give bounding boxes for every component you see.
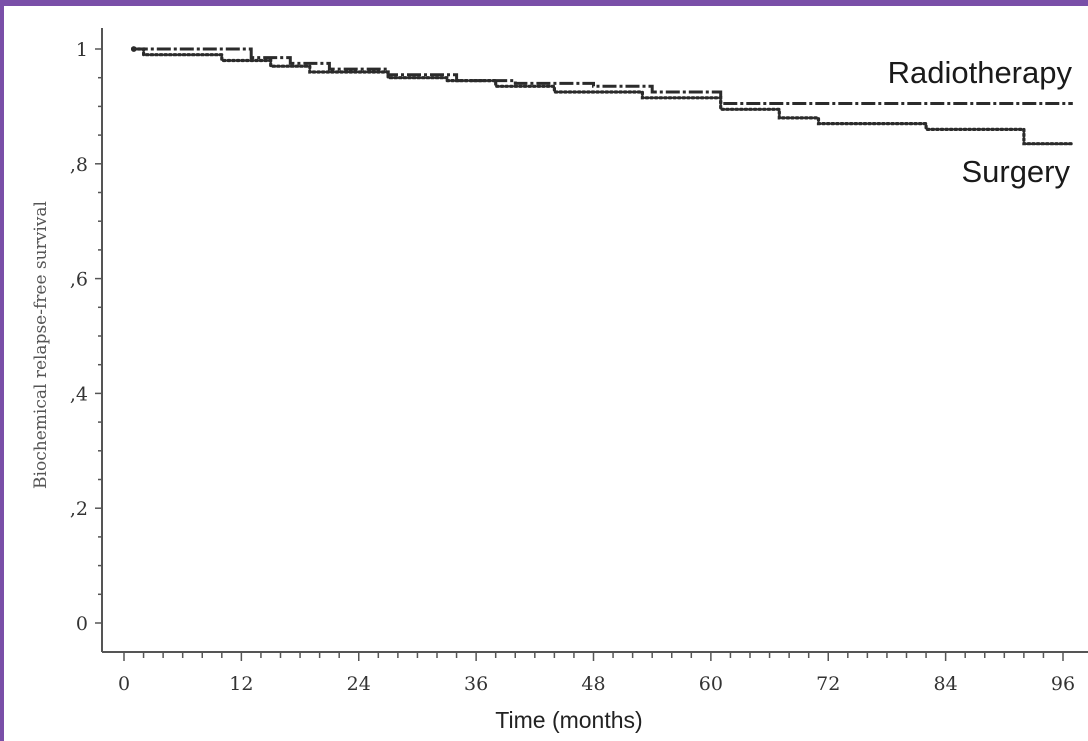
series-lines <box>130 46 1075 146</box>
y-axis-title: Biochemical relapse-free survival <box>31 201 51 489</box>
y-tick-label: 1 <box>76 39 88 61</box>
series-label-radiotherapy: Radiotherapy <box>888 55 1073 90</box>
x-tick-label: 24 <box>347 673 371 695</box>
y-tick-label: 0 <box>76 613 88 635</box>
series-line-surgery <box>132 47 1075 146</box>
series-start-point <box>130 46 137 52</box>
y-tick-label: ,8 <box>70 154 88 176</box>
y-tick-label: ,2 <box>70 498 88 520</box>
x-axis-title: Time (months) <box>495 707 642 733</box>
x-tick-label: 0 <box>118 673 130 695</box>
x-tick-label: 72 <box>816 673 840 695</box>
series-label-surgery: Surgery <box>961 154 1070 189</box>
y-tick-label: ,4 <box>70 383 88 405</box>
series-line-radiotherapy <box>133 47 1073 105</box>
x-tick-label: 60 <box>699 673 723 695</box>
axes: 0 ,2 ,4 ,6 ,8 1 0 12 24 36 48 60 72 84 96 <box>70 28 1088 695</box>
x-tick-label: 84 <box>934 673 958 695</box>
x-tick-label: 12 <box>229 673 253 695</box>
survival-chart: Biochemical relapse-free survival Time (… <box>31 28 1088 733</box>
y-tick-label: ,6 <box>70 269 88 291</box>
x-tick-label: 36 <box>464 673 488 695</box>
x-tick-label: 96 <box>1051 673 1075 695</box>
x-tick-label: 48 <box>581 673 605 695</box>
